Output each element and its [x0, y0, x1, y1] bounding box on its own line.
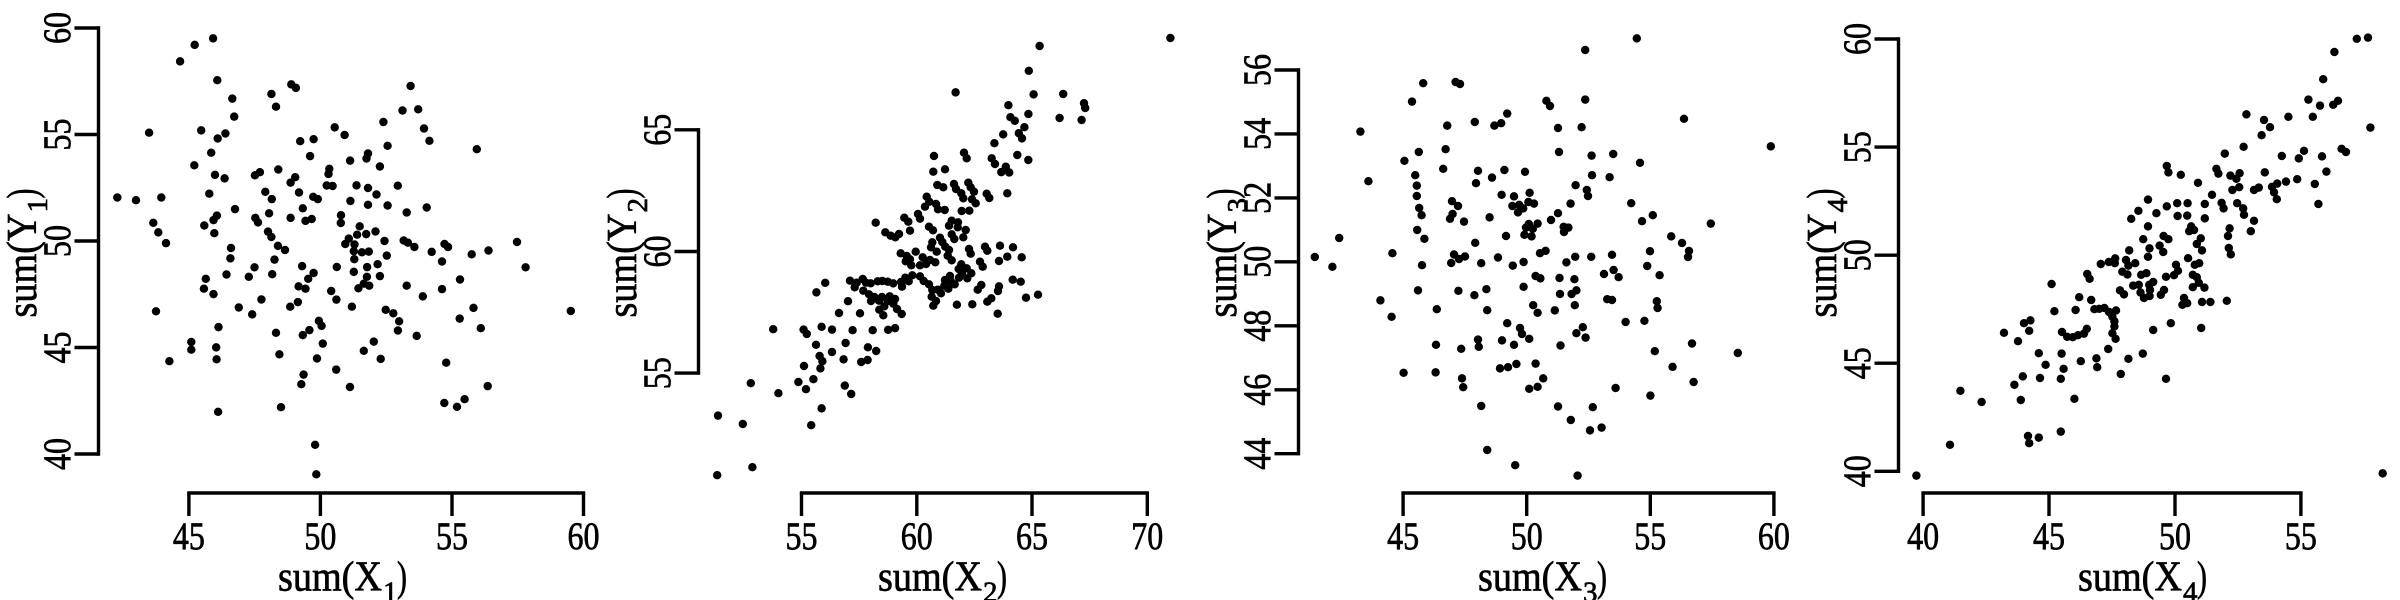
svg-text:50: 50 — [1236, 246, 1279, 278]
svg-text:44: 44 — [1236, 438, 1279, 470]
svg-text:50: 50 — [1511, 515, 1543, 558]
svg-text:52: 52 — [1236, 182, 1279, 214]
svg-text:sum(X: sum(X — [278, 555, 382, 600]
svg-text:3: 3 — [1583, 577, 1598, 600]
svg-text:55: 55 — [2285, 515, 2317, 558]
svg-text:45: 45 — [2033, 515, 2065, 558]
svg-text:2: 2 — [622, 198, 654, 213]
svg-text:70: 70 — [1131, 515, 1163, 558]
svg-text:48: 48 — [1236, 310, 1279, 342]
svg-text:50: 50 — [2159, 515, 2191, 558]
svg-text:): ) — [1800, 189, 1846, 199]
svg-text:): ) — [397, 555, 407, 600]
svg-text:45: 45 — [173, 515, 205, 558]
svg-text:60: 60 — [1836, 23, 1879, 55]
svg-text:50: 50 — [304, 515, 336, 558]
svg-text:): ) — [0, 189, 46, 199]
svg-text:50: 50 — [1836, 239, 1879, 271]
svg-text:sum(Y: sum(Y — [1800, 214, 1846, 318]
svg-text:60: 60 — [568, 515, 600, 558]
svg-text:45: 45 — [1836, 347, 1879, 379]
svg-text:55: 55 — [786, 515, 818, 558]
svg-text:56: 56 — [1236, 54, 1279, 86]
svg-text:2: 2 — [983, 577, 998, 600]
svg-text:sum(X: sum(X — [1478, 555, 1582, 600]
svg-text:sum(X: sum(X — [2078, 555, 2182, 600]
svg-text:60: 60 — [1758, 515, 1790, 558]
svg-text:50: 50 — [36, 225, 79, 257]
svg-text:60: 60 — [36, 12, 79, 44]
svg-text:65: 65 — [1016, 515, 1048, 558]
svg-text:45: 45 — [1387, 515, 1419, 558]
svg-text:65: 65 — [636, 114, 679, 146]
svg-text:60: 60 — [636, 236, 679, 268]
svg-text:sum(Y: sum(Y — [1200, 214, 1246, 318]
svg-text:40: 40 — [36, 438, 79, 470]
svg-text:55: 55 — [1634, 515, 1666, 558]
svg-text:sum(X: sum(X — [878, 555, 982, 600]
svg-text:): ) — [1597, 555, 1607, 600]
svg-text:40: 40 — [1836, 455, 1879, 487]
svg-text:55: 55 — [1836, 131, 1879, 163]
svg-text:45: 45 — [36, 332, 79, 364]
svg-text:55: 55 — [636, 357, 679, 389]
svg-text:): ) — [600, 189, 646, 199]
svg-text:46: 46 — [1236, 374, 1279, 406]
svg-text:): ) — [1200, 189, 1246, 199]
svg-text:1: 1 — [383, 577, 398, 600]
svg-text:54: 54 — [1236, 118, 1279, 150]
svg-text:): ) — [997, 555, 1007, 600]
svg-text:): ) — [2197, 555, 2207, 600]
svg-text:40: 40 — [1907, 515, 1939, 558]
svg-text:4: 4 — [2183, 577, 2198, 600]
svg-text:4: 4 — [1822, 198, 1854, 213]
svg-text:60: 60 — [901, 515, 933, 558]
svg-text:55: 55 — [36, 119, 79, 151]
svg-text:sum(Y: sum(Y — [600, 214, 646, 318]
svg-text:1: 1 — [22, 198, 54, 213]
svg-text:55: 55 — [436, 515, 468, 558]
svg-text:3: 3 — [1222, 198, 1254, 213]
svg-text:sum(Y: sum(Y — [0, 214, 46, 318]
